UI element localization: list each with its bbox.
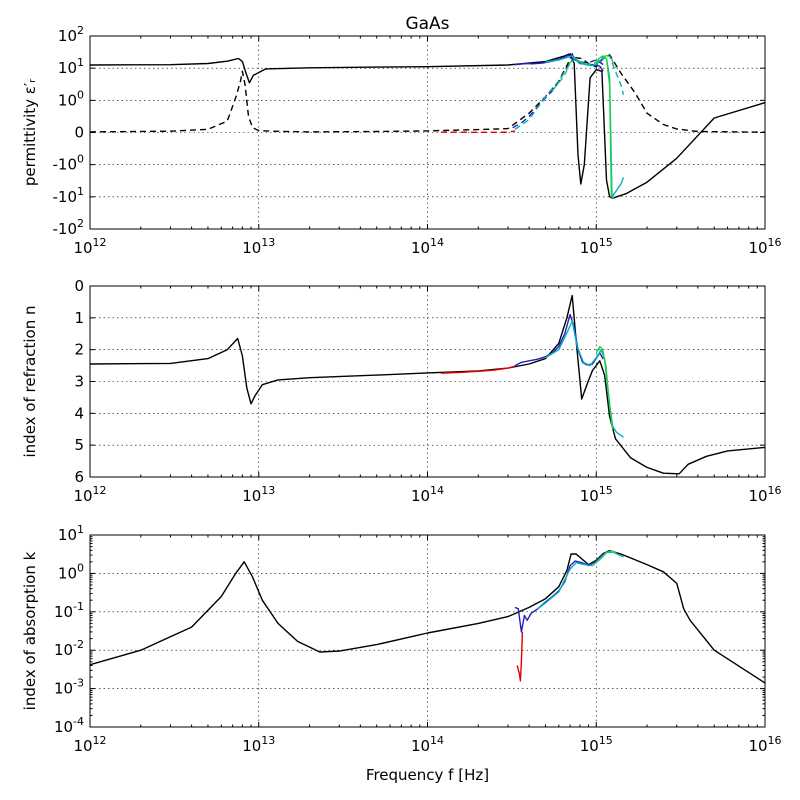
y-tick-label: 4 bbox=[74, 404, 84, 422]
x-tick-label: 1015 bbox=[580, 484, 613, 505]
chart-title: GaAs bbox=[405, 14, 449, 34]
panel-permittivity: 1012 1013 1014 1015 1016 102 101 100 0 -100 -101 -1… bbox=[21, 14, 782, 257]
plot-frame bbox=[89, 285, 766, 478]
y-tick-label: 101 bbox=[58, 56, 84, 77]
y-tick-label: 6 bbox=[74, 468, 84, 486]
y-axis-label: permittivity ε′ᵣ bbox=[21, 79, 39, 186]
series-line-3 bbox=[537, 551, 624, 610]
series-line-8 bbox=[551, 54, 617, 92]
panel-absorption: 1012 1013 1014 1015 1016 101 100 10-1 10-2 10-3 10… bbox=[21, 523, 782, 784]
y-tick-label: 100 bbox=[58, 561, 84, 582]
y-tick-label: 10-2 bbox=[54, 638, 84, 659]
series-line-1 bbox=[90, 53, 765, 133]
x-tick-label: 1014 bbox=[411, 236, 444, 257]
x-tick-label: 1014 bbox=[411, 734, 444, 755]
x-tick-label: 1013 bbox=[242, 236, 275, 257]
plot-frame bbox=[89, 35, 766, 230]
x-tick-label: 1014 bbox=[411, 484, 444, 505]
y-tick-label: 10-4 bbox=[54, 715, 84, 736]
series-line-4 bbox=[595, 55, 615, 199]
series-line-1 bbox=[516, 631, 524, 682]
series-group bbox=[90, 550, 765, 684]
series-group bbox=[90, 294, 765, 475]
x-tick-label: 1013 bbox=[242, 734, 275, 755]
x-tick-label: 1012 bbox=[73, 734, 106, 755]
series-line-4 bbox=[592, 550, 617, 567]
series-line-4 bbox=[595, 345, 614, 430]
y-axis-label: index of refraction n bbox=[21, 306, 39, 458]
x-tick-label: 1013 bbox=[242, 484, 275, 505]
series-line-0 bbox=[90, 550, 765, 684]
y-tick-label: 10-3 bbox=[54, 677, 84, 698]
series-group bbox=[90, 53, 765, 199]
y-tick-label: 0 bbox=[74, 124, 84, 142]
x-tick-label: 1012 bbox=[73, 236, 106, 257]
x-tick-label: 1016 bbox=[748, 236, 781, 257]
x-tick-label: 1015 bbox=[580, 734, 613, 755]
x-tick-label: 1015 bbox=[580, 236, 613, 257]
y-tick-label: 1 bbox=[74, 309, 84, 327]
x-tick-label: 1012 bbox=[73, 484, 106, 505]
x-tick-label: 1016 bbox=[748, 484, 781, 505]
y-tick-label: -100 bbox=[53, 153, 85, 174]
y-tick-label: 2 bbox=[74, 341, 84, 359]
y-tick-label: -101 bbox=[53, 185, 85, 206]
y-tick-label: 5 bbox=[74, 436, 84, 454]
y-tick-label: -102 bbox=[53, 217, 85, 238]
series-line-3 bbox=[545, 55, 625, 198]
y-tick-label: 0 bbox=[74, 277, 84, 295]
y-tick-label: 102 bbox=[58, 24, 84, 45]
series-line-0 bbox=[90, 294, 765, 475]
y-axis-label: index of absorption k bbox=[21, 551, 39, 710]
panel-refraction: 1012 1013 1014 1015 1016 0 1 2 3 4 5 6 index of refr… bbox=[21, 277, 782, 505]
y-tick-label: 100 bbox=[58, 88, 84, 109]
x-tick-label: 1016 bbox=[748, 734, 781, 755]
series-line-2 bbox=[514, 54, 604, 72]
series-line-1 bbox=[440, 365, 516, 374]
series-line-6 bbox=[512, 58, 604, 129]
x-axis-label: Frequency f [Hz] bbox=[366, 766, 489, 784]
series-line-5 bbox=[440, 130, 516, 134]
plot-frame bbox=[89, 534, 766, 728]
series-line-2 bbox=[514, 313, 604, 367]
y-tick-label: 3 bbox=[74, 373, 84, 391]
y-tick-label: 10-1 bbox=[54, 600, 84, 621]
y-tick-label: 101 bbox=[58, 523, 84, 544]
